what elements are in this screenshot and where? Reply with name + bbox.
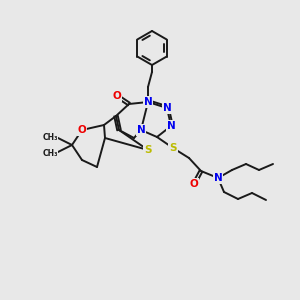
Text: CH₃: CH₃ <box>42 133 58 142</box>
Text: N: N <box>144 97 152 107</box>
Text: N: N <box>136 125 146 135</box>
Text: S: S <box>169 143 177 153</box>
Text: O: O <box>78 125 86 135</box>
Text: S: S <box>144 145 152 155</box>
Text: N: N <box>163 103 171 113</box>
Text: CH₃: CH₃ <box>42 148 58 158</box>
Text: N: N <box>214 173 222 183</box>
Text: O: O <box>190 179 198 189</box>
Text: N: N <box>167 121 176 131</box>
Text: O: O <box>112 91 122 101</box>
